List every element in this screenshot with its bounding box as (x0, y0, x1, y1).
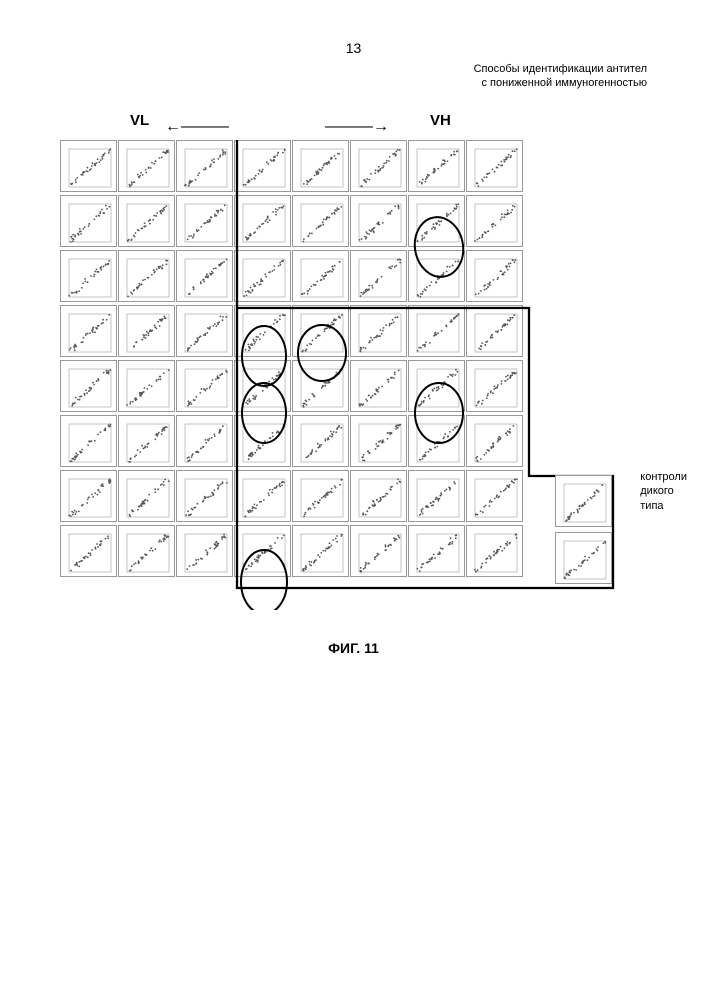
scatter-panel (408, 305, 465, 357)
scatter-panel (350, 470, 407, 522)
scatter-panel (350, 525, 407, 577)
scatter-panel (60, 415, 117, 467)
scatter-panel (234, 140, 291, 192)
scatter-panel (408, 195, 465, 247)
scatter-panel (176, 360, 233, 412)
scatter-panel (176, 470, 233, 522)
title-line1: Способы идентификации антител (474, 63, 647, 75)
scatter-panel (118, 360, 175, 412)
page-number: 13 (346, 40, 362, 56)
wildtype-label: контроли дикого типа (640, 470, 687, 513)
wt-line1: контроли (640, 471, 687, 483)
scatter-panel (118, 195, 175, 247)
scatter-panel (118, 305, 175, 357)
arrow-left: ←——— (165, 118, 229, 136)
scatter-panel (466, 305, 523, 357)
scatter-panel (408, 140, 465, 192)
scatter-panel (350, 360, 407, 412)
scatter-panel (60, 195, 117, 247)
scatter-panel (350, 305, 407, 357)
scatter-panel (234, 195, 291, 247)
scatter-panel (292, 195, 349, 247)
scatter-panel (408, 415, 465, 467)
scatter-panel (408, 360, 465, 412)
scatter-panel (292, 415, 349, 467)
title-line2: с пониженной иммуногенностью (481, 77, 647, 89)
scatter-panel (234, 415, 291, 467)
scatter-panel (234, 360, 291, 412)
scatter-panel (60, 250, 117, 302)
wildtype-panel (555, 475, 612, 527)
scatter-panel (466, 140, 523, 192)
scatter-panel (466, 525, 523, 577)
scatter-panel (234, 305, 291, 357)
scatter-panel (408, 250, 465, 302)
scatter-panel (466, 470, 523, 522)
arrow-right: ———→ (325, 118, 389, 136)
scatter-panel (118, 470, 175, 522)
scatter-panel (118, 415, 175, 467)
scatter-panel (350, 415, 407, 467)
scatter-panel (60, 305, 117, 357)
scatter-panel (234, 470, 291, 522)
scatter-panel (234, 525, 291, 577)
scatter-panel (466, 250, 523, 302)
scatter-panel (292, 250, 349, 302)
scatter-panel (350, 250, 407, 302)
scatter-panel (176, 195, 233, 247)
scatter-panel (466, 360, 523, 412)
scatter-panel (292, 140, 349, 192)
vh-label: VH (430, 112, 451, 129)
scatter-panel (292, 525, 349, 577)
scatter-panel (176, 525, 233, 577)
scatter-panel (118, 250, 175, 302)
scatter-panel (292, 470, 349, 522)
figure-title: Способы идентификации антител с пониженн… (474, 62, 647, 91)
wt-line2: дикого (640, 485, 674, 497)
figure-caption: ФИГ. 11 (328, 640, 379, 656)
scatter-panel (60, 360, 117, 412)
scatter-panel (118, 525, 175, 577)
scatter-panel (176, 140, 233, 192)
scatter-panel (176, 250, 233, 302)
scatter-panel (60, 470, 117, 522)
scatter-panel (176, 305, 233, 357)
figure-area (60, 140, 660, 600)
scatter-panel (234, 250, 291, 302)
scatter-panel (466, 195, 523, 247)
scatter-panel (60, 140, 117, 192)
scatter-panel (292, 360, 349, 412)
scatter-panel (60, 525, 117, 577)
scatter-panel (292, 305, 349, 357)
scatter-panel (350, 195, 407, 247)
scatter-panel (466, 415, 523, 467)
wildtype-panel (555, 532, 612, 584)
scatter-panel (176, 415, 233, 467)
vl-label: VL (130, 112, 149, 129)
scatter-panel (350, 140, 407, 192)
scatter-panel (408, 470, 465, 522)
wt-line3: типа (640, 500, 663, 512)
scatter-panel (408, 525, 465, 577)
scatter-panel (118, 140, 175, 192)
